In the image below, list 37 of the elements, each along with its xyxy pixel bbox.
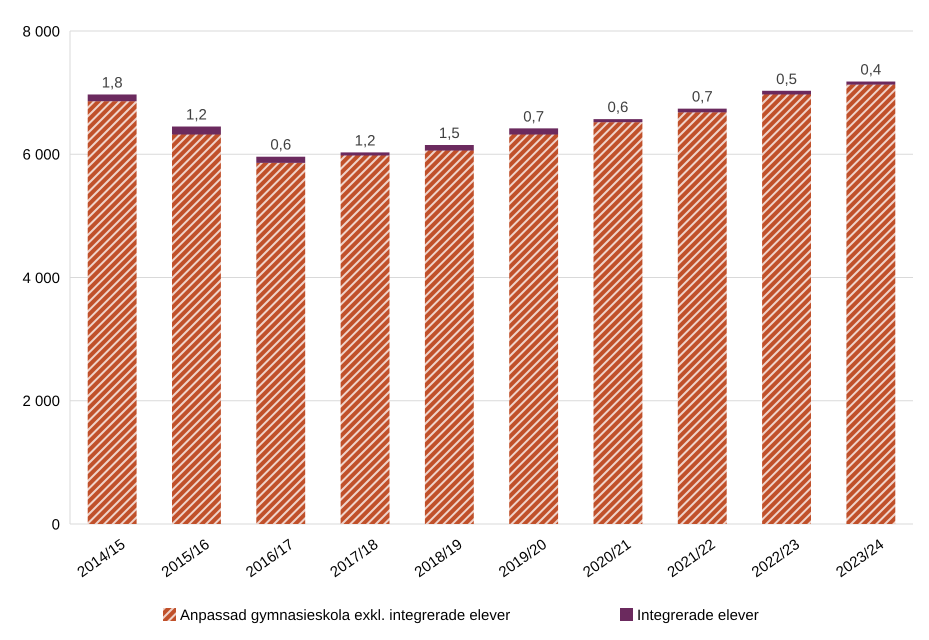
bar: [340, 152, 390, 156]
annotation: 1,5: [438, 125, 460, 142]
legend-label: Anpassad gymnasieskola exkl. integrerade elever: [180, 607, 510, 624]
annotation: 1,2: [186, 106, 207, 124]
y-tick-label: 2 000: [22, 393, 60, 410]
annotation: 0,7: [523, 108, 544, 126]
annotation: 0,6: [270, 136, 292, 154]
bar: [172, 134, 221, 524]
bar: [509, 134, 558, 524]
y-tick-label: 4 000: [22, 270, 60, 287]
annotation: 0,5: [776, 70, 797, 88]
bar: [594, 122, 642, 524]
annotation: 0,4: [860, 62, 882, 79]
bar: [678, 112, 727, 524]
annotation: 1,2: [354, 132, 376, 150]
bar: [846, 84, 896, 524]
bar: [509, 128, 558, 135]
bar: [88, 94, 137, 102]
bar: [846, 82, 896, 85]
legend-label: Integrerade elever: [637, 607, 759, 624]
annotation: 0,7: [692, 88, 713, 106]
annotation: 1,8: [102, 74, 123, 92]
bar: [594, 119, 642, 122]
bar: [424, 150, 474, 524]
bar: [256, 162, 306, 524]
bar: [762, 94, 811, 524]
bar: [88, 101, 137, 524]
y-tick-label: 6 000: [22, 146, 60, 164]
y-tick-label: 0: [52, 516, 60, 534]
bar: [678, 108, 727, 112]
y-tick-label: 8 000: [22, 23, 60, 40]
bar: [424, 145, 474, 151]
annotation: 0,6: [608, 99, 628, 116]
bar: [172, 126, 221, 135]
bar: [256, 156, 306, 163]
bar: [762, 90, 811, 94]
bar: [340, 155, 390, 524]
